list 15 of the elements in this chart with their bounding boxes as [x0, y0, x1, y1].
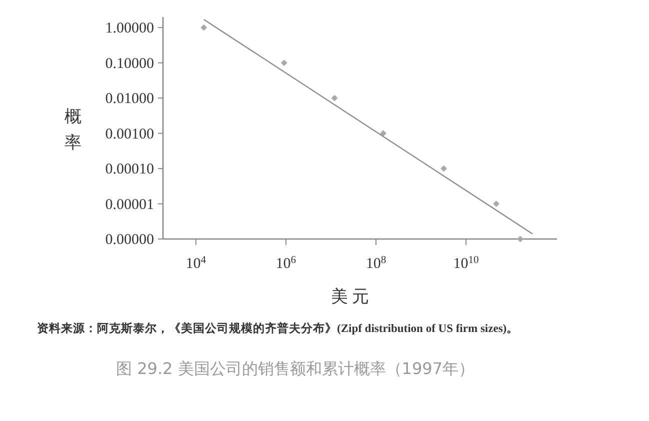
y-tick-label: 1.00000: [105, 20, 154, 37]
x-tick-label: 10$^{4}$: [186, 254, 207, 272]
y-tick-label: 0.00001: [105, 196, 154, 213]
x-tick-label: 10$^{6}$: [276, 254, 296, 272]
y-tick-label: 0.01000: [105, 91, 154, 108]
y-axis-title: 概率: [64, 107, 82, 152]
x-axis-title: 美 元: [330, 287, 370, 306]
y-tick-label: 0.00010: [105, 162, 154, 178]
x-tick-label: 10$^{8}$: [366, 254, 386, 272]
y-tick-label: 0.10000: [105, 56, 154, 72]
y-tick-label: 0.00000: [105, 232, 154, 248]
caption: 图 29.2 美国公司的销售额和累计概率（1997年）: [116, 359, 475, 378]
text: 资料来源：阿克斯泰尔，《美国公司规模的齐普夫分布》(Zipf distribution of US firm sizes)。: [37, 321, 519, 335]
x-tick-label: 10$^{10}$: [453, 254, 479, 272]
y-tick-label: 0.00100: [105, 126, 154, 142]
